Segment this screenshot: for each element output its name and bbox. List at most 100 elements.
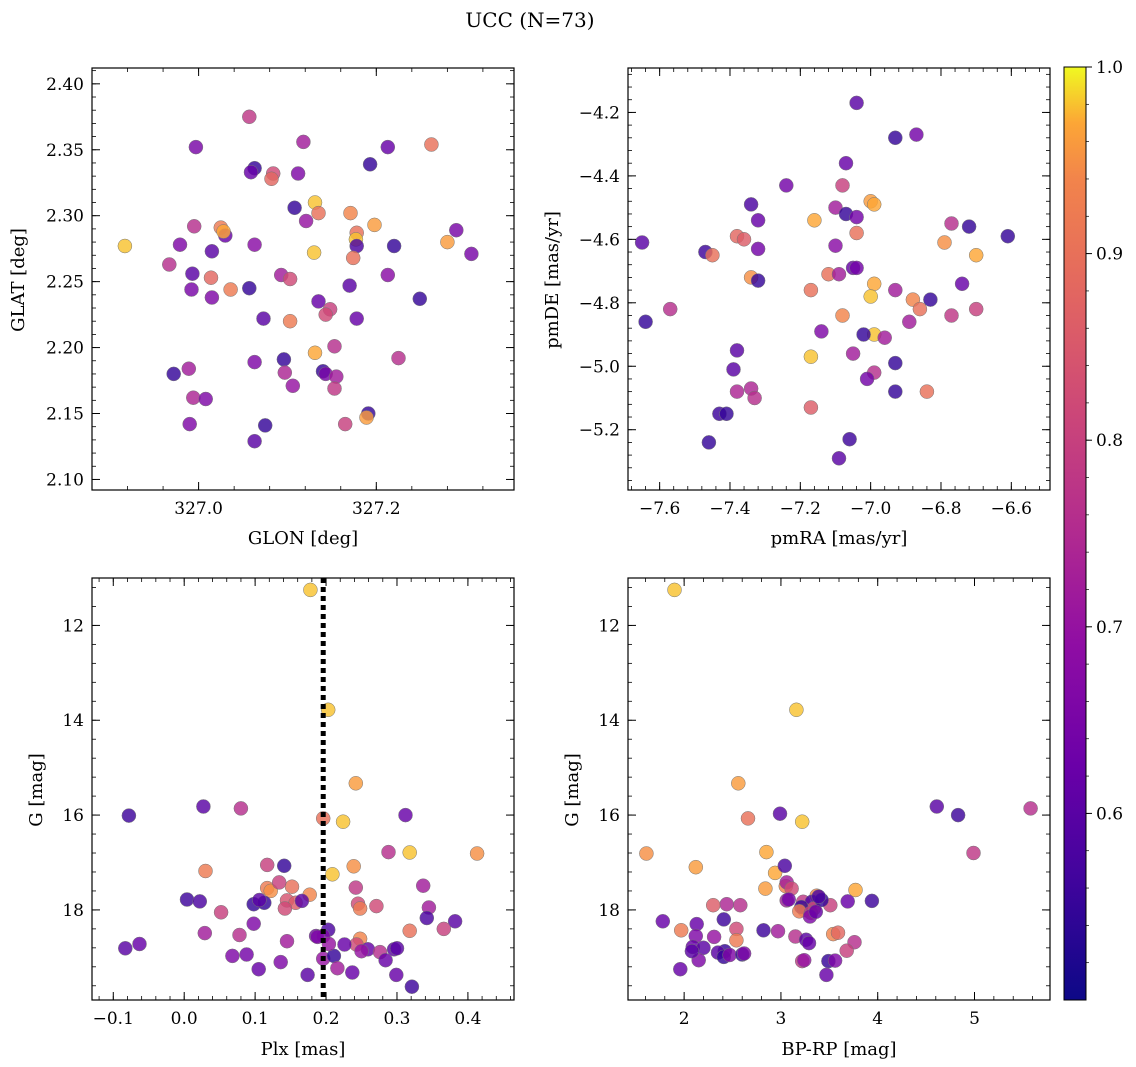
data-point: [888, 282, 903, 298]
data-point: [239, 947, 254, 962]
data-point: [1000, 228, 1016, 244]
data-point: [436, 921, 452, 937]
data-point: [300, 967, 315, 983]
x-tick-label: −7.4: [709, 499, 750, 519]
data-point: [781, 892, 796, 907]
data-point: [243, 164, 259, 180]
y-tick-label: 12: [598, 616, 620, 636]
data-point: [285, 378, 301, 394]
data-point: [386, 238, 402, 254]
xlabel-pmra: pmRA [mas/yr]: [771, 528, 908, 549]
data-point: [902, 314, 917, 330]
data-point: [827, 953, 843, 968]
data-point: [733, 897, 748, 913]
data-point: [808, 904, 824, 920]
data-point: [327, 339, 342, 354]
data-point: [828, 238, 843, 253]
data-point: [828, 200, 843, 215]
data-point: [348, 880, 364, 895]
xlabel-bprp: BP-RP [mag]: [781, 1039, 896, 1060]
data-point: [352, 901, 368, 916]
x-tick-label: −7.6: [639, 499, 680, 519]
y-tick-label: 2.35: [46, 141, 84, 161]
data-point: [469, 846, 485, 861]
data-point: [840, 894, 855, 909]
colorbar-tick-label: 0.9: [1096, 245, 1123, 265]
data-point: [888, 130, 903, 146]
x-tick-label: 0.3: [383, 1009, 410, 1029]
data-point: [223, 282, 238, 297]
data-point: [950, 807, 966, 823]
data-point: [290, 166, 306, 181]
data-point: [330, 960, 345, 976]
data-point: [634, 235, 650, 250]
x-tick-label: −0.1: [93, 1009, 134, 1029]
data-point: [282, 313, 298, 329]
y-tick-label: 16: [62, 806, 84, 826]
data-point: [845, 346, 861, 361]
data-point: [276, 858, 292, 874]
data-point: [919, 384, 935, 399]
data-point: [380, 267, 396, 283]
data-point: [801, 935, 817, 951]
y-tick-label: −4.4: [579, 167, 620, 187]
data-point: [345, 250, 361, 266]
panel-bprp-g: BP-RP [mag] G [mag] 2 3 4 5 12 14 16 18: [562, 577, 1051, 1060]
data-point: [877, 330, 892, 345]
data-point: [307, 345, 323, 361]
data-point: [838, 155, 854, 171]
data-point: [348, 776, 364, 791]
data-point: [848, 882, 863, 898]
data-point: [233, 801, 249, 816]
data-point: [835, 178, 850, 193]
x-tick-label: −7.2: [780, 499, 821, 519]
data-point: [264, 171, 279, 187]
data-point: [117, 238, 133, 254]
data-point: [888, 355, 903, 371]
data-point: [204, 244, 220, 259]
data-point: [779, 178, 794, 193]
data-point: [954, 276, 970, 292]
data-point: [750, 273, 766, 288]
data-point: [662, 301, 678, 317]
data-point: [181, 361, 197, 376]
data-point: [342, 278, 357, 293]
data-point: [968, 247, 984, 263]
data-point: [831, 451, 847, 466]
data-point: [929, 799, 945, 814]
data-point: [246, 916, 261, 931]
y-tick-label: 14: [62, 711, 84, 731]
x-tick-label: 0.0: [171, 1009, 198, 1029]
data-point: [447, 914, 463, 929]
data-point: [391, 350, 406, 366]
data-point: [362, 157, 378, 172]
data-point: [866, 276, 882, 292]
data-point: [750, 241, 766, 257]
panel-glon-glat: GLON [deg] GLAT [deg] 327.0 327.2 2.10 2.15…: [8, 67, 515, 549]
data-point: [750, 213, 766, 228]
data-point: [251, 961, 266, 977]
data-point: [412, 291, 428, 307]
data-point: [232, 927, 247, 943]
data-point: [318, 307, 333, 322]
data-point: [811, 889, 826, 904]
y-tick-label: 2.40: [46, 75, 84, 95]
colorbar-tick-label: 0.7: [1096, 618, 1123, 638]
y-tick-label: 2.20: [46, 339, 84, 359]
scatter-points: [117, 109, 479, 449]
x-tick-label: 0.4: [454, 1009, 481, 1029]
data-point: [335, 814, 351, 829]
y-tick-label: −4.6: [579, 230, 620, 250]
data-point: [831, 266, 847, 282]
figure-title: UCC (N=73): [465, 8, 594, 32]
data-point: [118, 941, 133, 956]
data-point: [807, 213, 822, 228]
data-point: [349, 311, 364, 326]
data-point: [736, 946, 752, 961]
data-point: [759, 844, 774, 860]
data-point: [273, 954, 288, 970]
data-point: [277, 901, 293, 916]
data-point: [225, 948, 240, 964]
data-point: [758, 881, 773, 896]
